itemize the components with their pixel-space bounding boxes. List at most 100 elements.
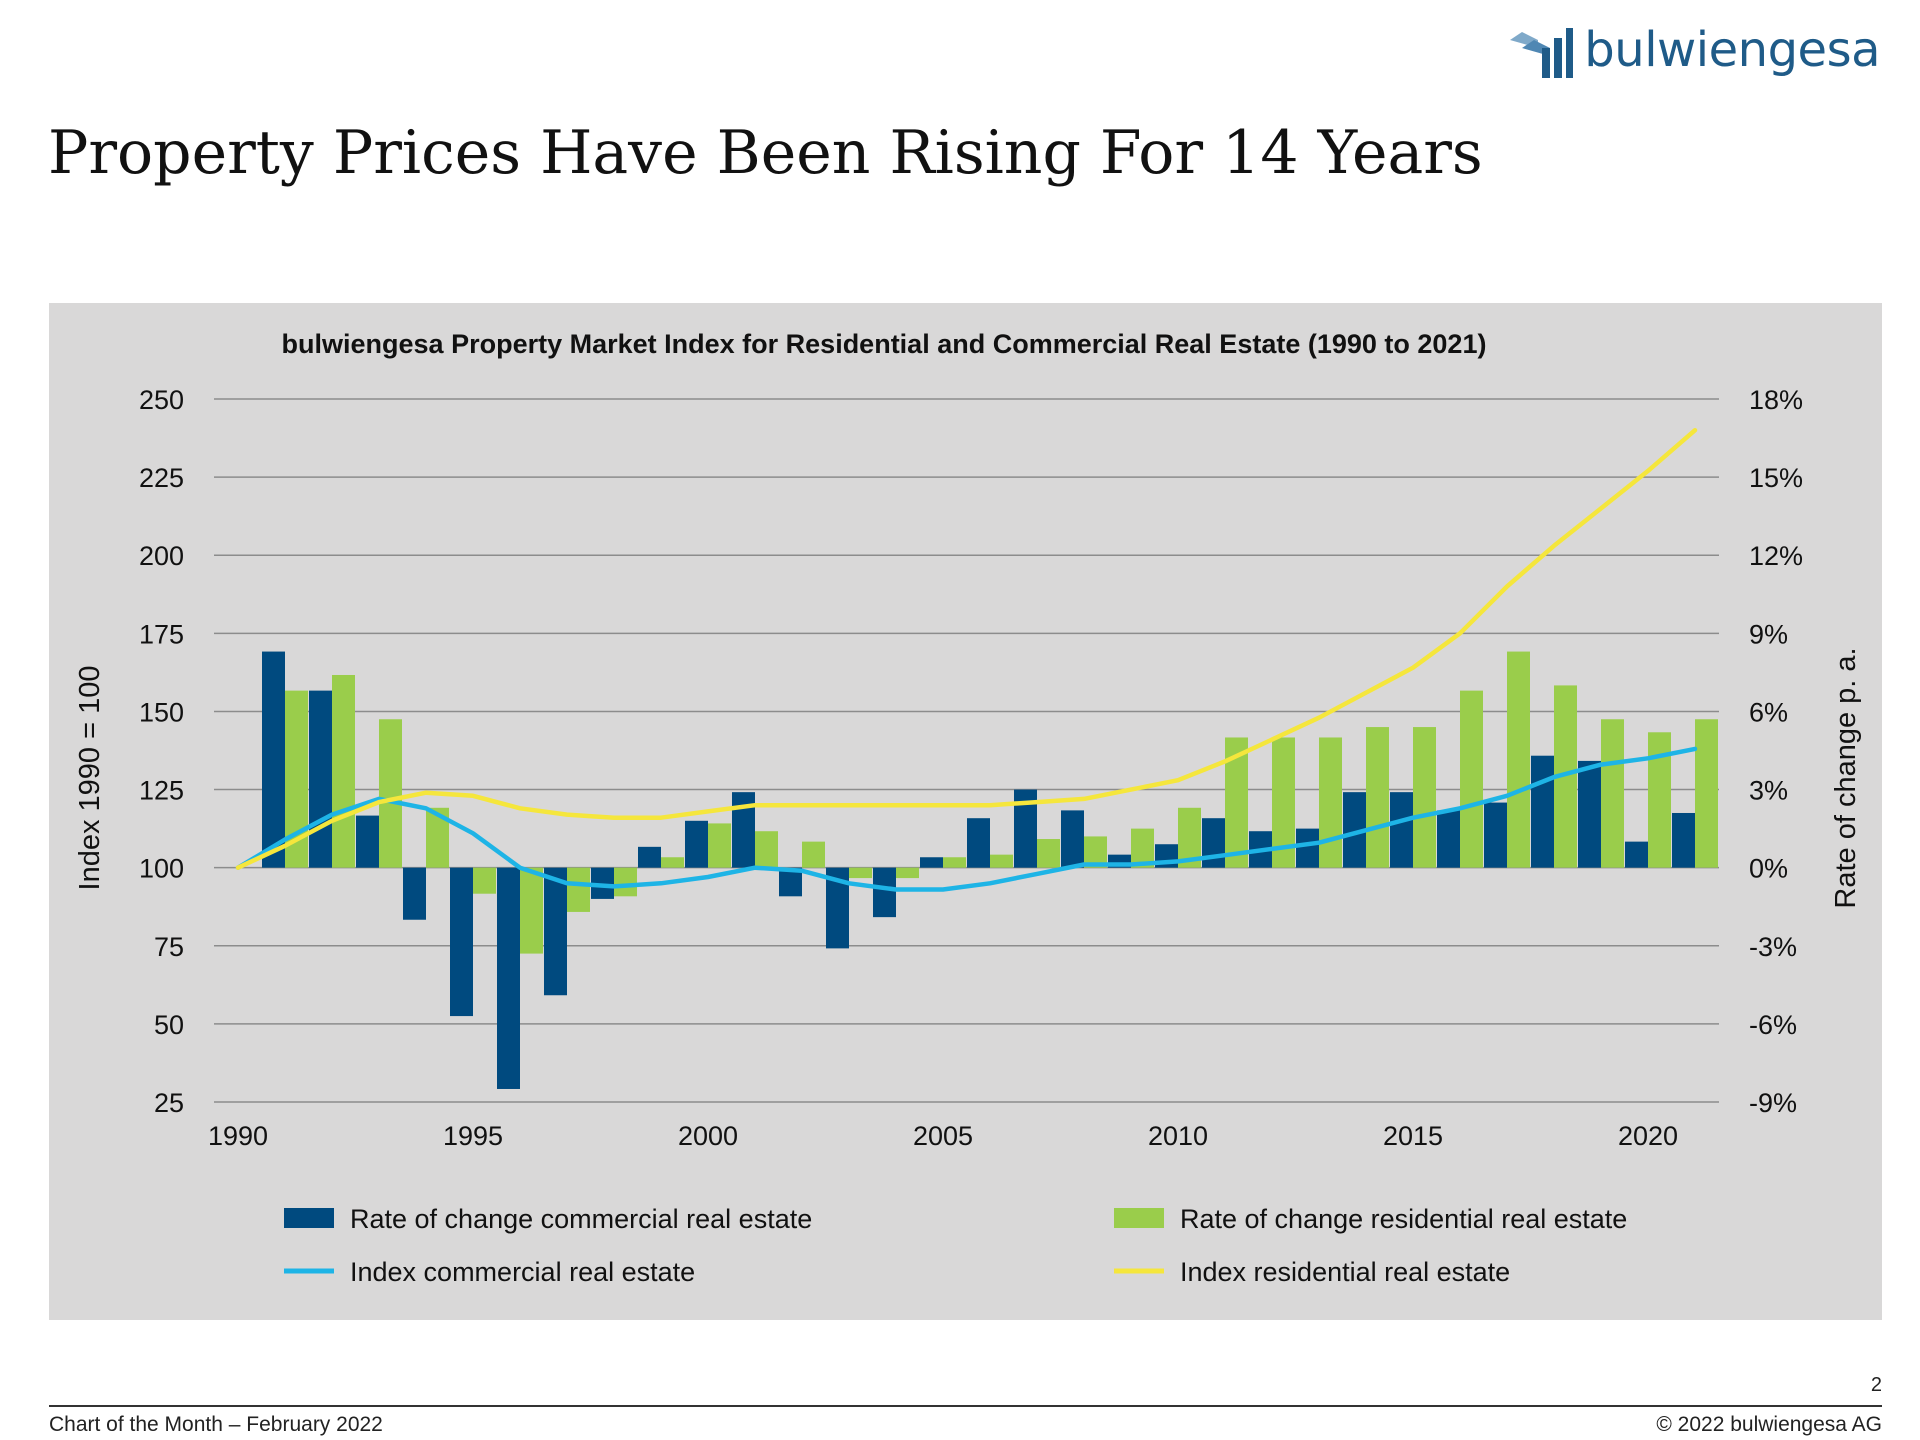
y-axis-label-left: Index 1990 = 100 xyxy=(74,666,106,891)
bar-commercial xyxy=(544,867,567,996)
bar-residential xyxy=(332,674,355,868)
property-index-chart: bulwiengesa Property Market Index for Re… xyxy=(74,329,1862,1287)
right-axis-ticks: 18% 15% 12% 9% 6% 3% 0% -3% -6% -9% xyxy=(1749,385,1803,1118)
bar-series xyxy=(262,651,1718,1089)
bar-commercial xyxy=(356,815,379,868)
bar-residential xyxy=(755,831,778,868)
bar-residential xyxy=(1460,690,1483,868)
legend-swatch xyxy=(1114,1208,1164,1228)
bar-commercial xyxy=(262,651,285,868)
x-tick-label: 1990 xyxy=(208,1121,268,1151)
bar-commercial xyxy=(732,792,755,868)
x-tick-label: 1995 xyxy=(443,1121,503,1151)
bar-residential xyxy=(1037,839,1060,868)
legend-swatch xyxy=(284,1208,334,1228)
bar-residential xyxy=(1366,727,1389,868)
legend-label: Index commercial real estate xyxy=(350,1257,695,1287)
y-tick-label-left: 225 xyxy=(139,463,184,493)
x-tick-label: 2010 xyxy=(1148,1121,1208,1151)
y-tick-label-left: 125 xyxy=(139,776,184,806)
y-tick-label-right: -6% xyxy=(1749,1010,1797,1040)
bar-commercial xyxy=(1531,755,1554,868)
page-number: 2 xyxy=(1870,1374,1882,1396)
y-tick-label-right: 18% xyxy=(1749,385,1803,415)
footer-copyright: © 2022 bulwiengesa AG xyxy=(1656,1413,1882,1436)
bar-residential xyxy=(1178,807,1201,868)
legend-label: Rate of change residential real estate xyxy=(1180,1204,1627,1234)
bar-residential xyxy=(520,867,543,954)
bar-commercial xyxy=(497,867,520,1089)
bar-commercial xyxy=(1672,812,1695,868)
bar-residential xyxy=(473,867,496,894)
page-title: Property Prices Have Been Rising For 14 … xyxy=(48,118,1483,188)
bar-commercial xyxy=(591,867,614,899)
y-tick-label-left: 75 xyxy=(154,932,184,962)
bar-residential xyxy=(708,823,731,868)
line-series xyxy=(235,427,1698,892)
y-tick-label-left: 200 xyxy=(139,541,184,571)
x-tick-label: 2015 xyxy=(1383,1121,1443,1151)
bar-commercial xyxy=(1625,841,1648,868)
bar-commercial xyxy=(967,818,990,868)
bar-residential xyxy=(990,854,1013,868)
bar-residential xyxy=(285,690,308,868)
bar-residential xyxy=(1601,719,1624,868)
x-tick-label: 2020 xyxy=(1618,1121,1678,1151)
bar-commercial xyxy=(1484,802,1507,868)
y-tick-label-right: 15% xyxy=(1749,463,1803,493)
logo-wordmark: bulwiengesa xyxy=(1584,22,1880,78)
y-tick-label-right: 6% xyxy=(1749,697,1788,727)
x-tick-label: 2000 xyxy=(678,1121,738,1151)
y-axis-label-right: Rate of change p. a. xyxy=(1830,647,1862,908)
bar-residential xyxy=(1695,719,1718,868)
y-tick-label-left: 175 xyxy=(139,619,184,649)
bar-commercial xyxy=(685,820,708,868)
bar-residential xyxy=(1554,685,1577,868)
y-tick-label-right: 0% xyxy=(1749,854,1788,884)
bar-residential xyxy=(661,857,684,868)
bar-residential xyxy=(567,867,590,912)
logo-stairs-icon xyxy=(1510,28,1574,78)
bar-commercial xyxy=(779,867,802,897)
bar-commercial xyxy=(873,867,896,918)
y-tick-label-right: 12% xyxy=(1749,541,1803,571)
bar-commercial xyxy=(1343,792,1366,868)
y-tick-label-right: -9% xyxy=(1749,1088,1797,1118)
y-tick-label-left: 100 xyxy=(139,854,184,884)
gridlines xyxy=(214,398,1719,1103)
bar-residential xyxy=(1507,651,1530,868)
y-tick-label-right: 3% xyxy=(1749,776,1788,806)
y-tick-label-right: -3% xyxy=(1749,932,1797,962)
bar-residential xyxy=(1319,737,1342,868)
footer-divider xyxy=(49,1405,1882,1407)
chart-panel: bulwiengesa Property Market Index for Re… xyxy=(49,303,1882,1320)
bar-commercial xyxy=(1578,760,1601,868)
left-axis-ticks: 250 225 200 175 150 125 100 75 50 25 xyxy=(139,385,184,1118)
bar-residential xyxy=(426,807,449,868)
y-tick-label-left: 50 xyxy=(154,1010,184,1040)
y-tick-label-left: 25 xyxy=(154,1088,184,1118)
bar-commercial xyxy=(1202,818,1225,868)
bar-residential xyxy=(849,867,872,879)
bar-residential xyxy=(1084,836,1107,868)
y-tick-label-left: 250 xyxy=(139,385,184,415)
legend-label: Index residential real estate xyxy=(1180,1257,1510,1287)
bar-commercial xyxy=(1296,828,1319,868)
bar-residential xyxy=(896,867,919,879)
bar-residential xyxy=(1648,732,1671,868)
bar-commercial xyxy=(1437,810,1460,868)
x-axis-ticks: 1990 1995 2000 2005 2010 2015 2020 xyxy=(208,1121,1678,1151)
bar-residential xyxy=(1225,737,1248,868)
bar-commercial xyxy=(1061,810,1084,868)
chart-legend: Rate of change commercial real estate Rat… xyxy=(284,1204,1627,1287)
x-tick-label: 2005 xyxy=(913,1121,973,1151)
bar-commercial xyxy=(826,867,849,949)
chart-title: bulwiengesa Property Market Index for Re… xyxy=(282,329,1487,359)
bar-commercial xyxy=(1014,789,1037,868)
bar-commercial xyxy=(450,867,473,1017)
bar-residential xyxy=(379,719,402,868)
bar-residential xyxy=(614,867,637,897)
bar-residential xyxy=(802,841,825,868)
line-residential-index xyxy=(235,427,1698,870)
bar-commercial xyxy=(638,846,661,868)
